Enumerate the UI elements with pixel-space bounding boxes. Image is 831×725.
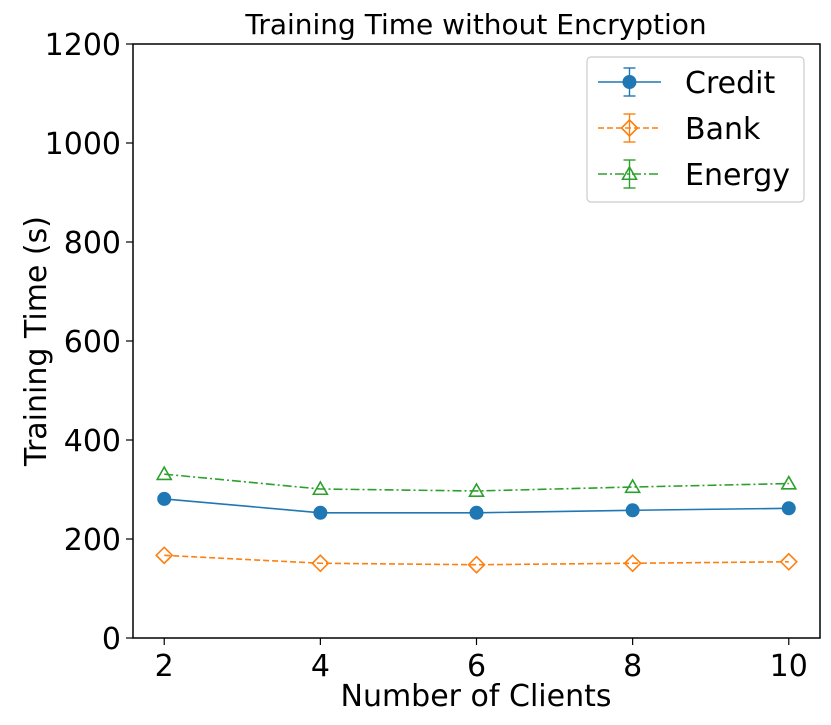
- x-tick-label: 4: [311, 649, 330, 684]
- legend-marker-bank: [620, 118, 639, 138]
- x-axis: 2 4 6 8 10: [155, 638, 808, 684]
- series-line-bank: [164, 554, 789, 566]
- plot-marks: [155, 465, 798, 574]
- x-tick-label: 6: [467, 649, 486, 684]
- data-point-energy: [780, 474, 798, 490]
- y-tick-label: 400: [64, 424, 121, 459]
- data-point-bank: [311, 554, 330, 573]
- legend-label-credit: Credit: [685, 66, 775, 101]
- y-tick-label: 1200: [45, 28, 121, 63]
- data-point-bank: [623, 554, 642, 573]
- legend-marker-energy: [621, 165, 638, 181]
- data-point-bank: [155, 546, 174, 565]
- y-tick-label: 200: [64, 523, 121, 558]
- data-point-credit: [781, 501, 796, 516]
- series-line-energy: [164, 473, 789, 492]
- legend-marker-credit: [622, 75, 637, 89]
- data-point-bank: [779, 552, 798, 571]
- chart-title: Training Time without Encryption: [244, 8, 706, 41]
- data-point-energy: [155, 465, 173, 481]
- data-point-credit: [313, 505, 328, 520]
- data-point-energy: [624, 478, 642, 494]
- data-point-energy: [468, 482, 485, 498]
- y-tick-label: 1000: [45, 127, 121, 162]
- data-point-credit: [469, 505, 484, 520]
- data-point-credit: [157, 491, 172, 506]
- x-tick-label: 2: [155, 649, 174, 684]
- legend: Credit Bank Energy: [586, 56, 805, 203]
- y-tick-label: 600: [64, 325, 121, 360]
- x-axis-label: Number of Clients: [341, 679, 612, 714]
- data-point-bank: [467, 555, 486, 574]
- y-tick-label: 0: [102, 622, 121, 657]
- data-point-credit: [625, 503, 640, 518]
- data-point-energy: [311, 480, 329, 496]
- x-tick-label: 10: [770, 649, 808, 684]
- y-axis-label: Training Time (s): [19, 216, 54, 467]
- x-tick-label: 8: [623, 649, 642, 684]
- y-tick-label: 800: [64, 226, 121, 261]
- legend-label-energy: Energy: [685, 158, 790, 193]
- y-axis: 0 200 400 600 800 1000 1200: [45, 28, 133, 657]
- legend-label-bank: Bank: [685, 112, 761, 147]
- legend-box: [586, 56, 805, 203]
